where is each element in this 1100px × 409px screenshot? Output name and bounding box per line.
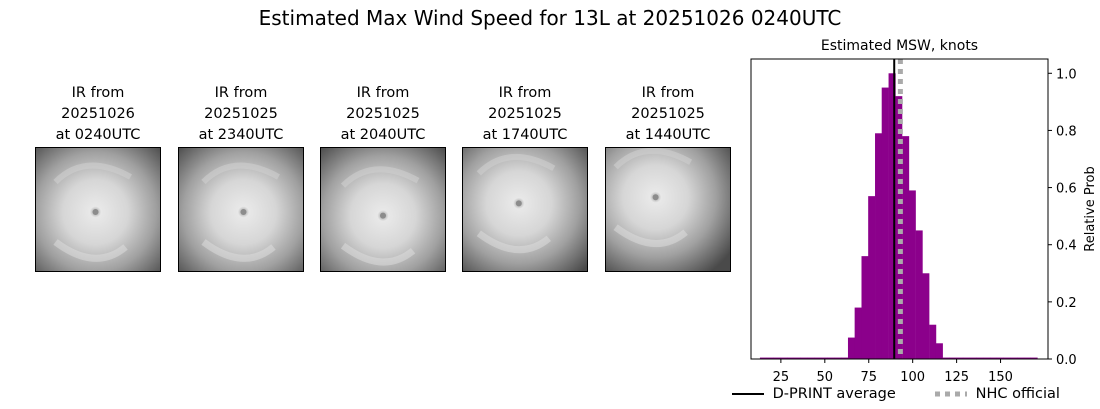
histogram-bar [847,337,856,359]
histogram-bar [969,357,977,359]
figure-title: Estimated Max Wind Speed for 13L at 2025… [258,6,842,30]
histogram-bar [962,357,970,359]
histogram-bar [976,357,984,359]
histogram-bar [793,357,801,359]
histogram-bar [1023,357,1031,359]
ir-caption: IR from 20251025 at 1440UTC [605,85,731,146]
ir-panel-2: IR from 20251025 at 2340UTC [178,85,304,272]
x-tick-label: 25 [773,370,790,385]
ir-panel-1: IR from 20251026 at 0240UTC [35,85,161,272]
ir-satellite-image [178,147,304,272]
x-tick-label: 100 [900,370,925,385]
x-tick-label: 75 [860,370,877,385]
legend-item-nhc: NHC official [935,386,1060,402]
histogram-bar [780,357,788,359]
ir-caption-line: IR from [498,85,552,101]
ir-satellite-image [320,147,446,272]
y-tick-label: 1.0 [1056,67,1077,82]
y-tick-label: 0.6 [1056,182,1077,197]
histogram-bar [983,357,991,359]
y-tick-label: 0.0 [1056,353,1077,368]
ir-caption-date: 20251025 [631,106,705,122]
histogram-bar [807,357,815,359]
histogram-bar [800,357,808,359]
ir-caption-line: IR from [71,85,125,101]
ir-caption: IR from 20251026 at 0240UTC [35,85,161,146]
ir-caption-date: 20251025 [204,106,278,122]
histogram-bar [820,357,828,359]
histogram-bar [1017,357,1025,359]
legend-item-dprint: D-PRINT average [732,386,896,402]
ir-panel-3: IR from 20251025 at 2040UTC [320,85,446,272]
solid-line-icon [732,393,764,395]
dotted-line-icon [935,391,967,397]
histogram-bar [881,87,889,360]
plot-frame [750,58,1049,360]
histogram-bar [759,357,767,359]
histogram-bar [841,357,849,359]
legend-label-dprint: D-PRINT average [772,386,896,402]
legend-label-nhc: NHC official [975,386,1060,402]
histogram-bar [942,357,950,359]
y-tick-label: 0.8 [1056,124,1077,139]
histogram-bar [773,357,781,359]
histogram-bar [1030,357,1038,359]
histogram-bar [915,230,923,359]
histogram-bar [989,357,998,359]
histogram-bar [996,357,1004,359]
x-tick-label: 150 [988,370,1013,385]
histogram-bar [902,136,910,359]
histogram-bar [1003,357,1011,359]
histogram-bar [854,307,862,359]
ir-caption-time: at 1440UTC [625,127,711,143]
histogram-bar [766,357,774,359]
ir-caption-line: IR from [641,85,695,101]
histogram-bar [956,357,964,359]
histogram-bar [814,357,822,359]
histogram-bar [875,133,883,359]
ir-caption: IR from 20251025 at 2340UTC [178,85,304,146]
histogram-bar [935,343,943,359]
ir-caption: IR from 20251025 at 1740UTC [462,85,588,146]
ir-satellite-image [605,147,731,272]
ir-caption-time: at 0240UTC [55,127,141,143]
y-axis-label: Relative Prob [1083,166,1098,251]
histogram-bar [1010,357,1018,359]
ir-caption-time: at 2340UTC [198,127,284,143]
ir-caption-date: 20251026 [61,106,135,122]
histogram-bar [895,96,903,360]
ir-panel-5: IR from 20251025 at 1440UTC [605,85,731,272]
ir-caption-date: 20251025 [488,106,562,122]
histogram-bar [868,196,876,359]
histogram-bar [908,190,916,359]
y-tick-label: 0.2 [1056,296,1077,311]
ir-caption-time: at 1740UTC [482,127,568,143]
ir-satellite-image [462,147,588,272]
histogram-bar [949,357,957,359]
ir-caption-time: at 2040UTC [340,127,426,143]
ir-caption-line: IR from [214,85,268,101]
ir-satellite-image [35,147,161,272]
y-tick-label: 0.4 [1056,239,1077,254]
ir-caption-date: 20251025 [346,106,420,122]
ir-panel-4: IR from 20251025 at 1740UTC [462,85,588,272]
histogram-bar [834,357,842,359]
histogram-bar [861,256,869,359]
histogram-bar [786,357,795,359]
histogram-bar [929,324,937,359]
x-tick-label: 50 [817,370,834,385]
ir-caption-line: IR from [356,85,410,101]
histogram-bar [827,357,835,359]
chart-title: Estimated MSW, knots [821,38,978,54]
x-tick-label: 125 [944,370,969,385]
ir-caption: IR from 20251025 at 2040UTC [320,85,446,146]
histogram-bar [888,73,896,360]
histogram-bar [922,273,930,359]
